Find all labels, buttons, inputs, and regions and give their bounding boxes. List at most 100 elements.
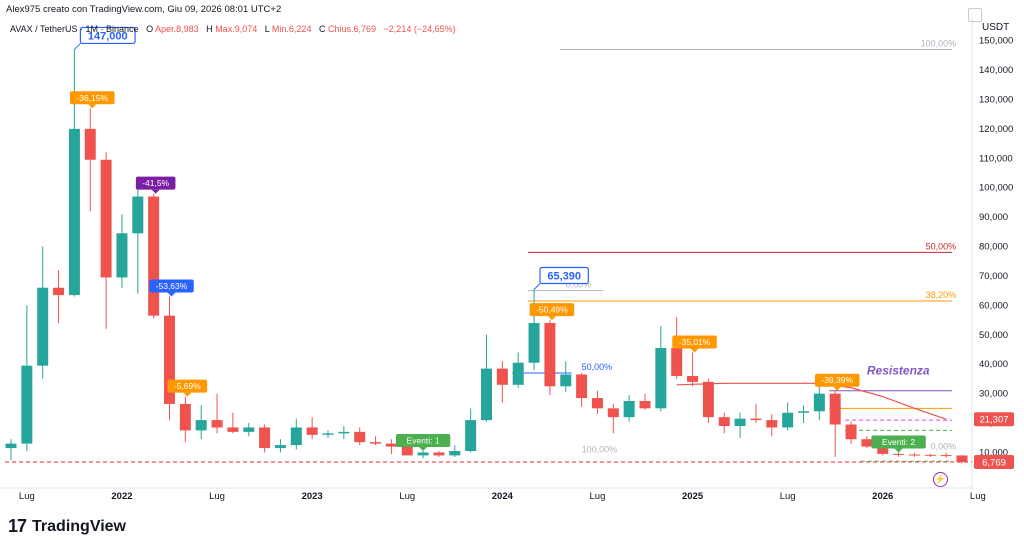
candle-body	[893, 453, 905, 455]
candle-body	[5, 443, 17, 449]
pct-41-5-box	[135, 176, 176, 190]
candle-body	[417, 452, 429, 456]
candle-body	[322, 433, 334, 435]
fib-100-top-text: 100,00%	[921, 38, 957, 48]
candle-body	[924, 454, 936, 456]
fib-100-text-2024: 100,00%	[582, 444, 618, 454]
symbol-name[interactable]: AVAX / TetherUS · 1M · Binance	[10, 24, 139, 34]
label-6769-box	[974, 454, 1014, 469]
candle-body	[623, 400, 635, 418]
events-1-box	[395, 433, 451, 447]
pct-36-15-box	[69, 91, 115, 105]
candle-body	[512, 362, 524, 385]
close-label: C	[318, 24, 326, 34]
fib-38-text: 38,20%	[926, 290, 957, 300]
candle-body	[671, 348, 683, 376]
x-tick-label: 2024	[492, 491, 514, 502]
candle-body	[481, 368, 492, 421]
resistance-text: Resistenza	[867, 363, 930, 377]
events-2: Eventi: 2	[882, 437, 915, 447]
x-tick-label: 2022	[111, 491, 132, 502]
candle-body	[861, 439, 873, 447]
close-value: Chius.6,769	[327, 24, 377, 34]
y-tick-label: 90,000	[979, 212, 1008, 223]
pct-36-15: -36,15%	[76, 93, 108, 103]
low-label: L	[264, 24, 270, 34]
candle-body	[734, 418, 746, 426]
candle-body	[179, 403, 191, 431]
x-tick-label: Lug	[209, 491, 225, 502]
y-tick-label: 40,000	[979, 359, 1008, 370]
callout-65390-box	[539, 266, 589, 285]
y-tick-label: 60,000	[979, 300, 1008, 311]
candle-body	[908, 454, 920, 456]
candle-body	[560, 374, 572, 387]
candle-body	[259, 427, 271, 449]
x-tick-label: 2023	[302, 491, 323, 502]
candle-body	[687, 375, 699, 382]
events-2-pointer	[894, 448, 903, 453]
candle-body	[306, 427, 318, 435]
callout-147000-box	[79, 26, 136, 45]
pct-53-63-pointer	[167, 292, 176, 297]
logo-mark: 17	[8, 516, 27, 536]
fib-0-text-2026: 0,00%	[931, 441, 957, 451]
gear-icon[interactable]	[968, 8, 982, 22]
candle-body	[528, 323, 540, 363]
candle-body	[845, 424, 857, 440]
candle-body	[576, 374, 588, 399]
candle-body	[449, 450, 461, 456]
candle-body	[68, 128, 80, 296]
candle-body	[385, 443, 397, 447]
header-text: Alex975 creato con TradingView.com, Giu …	[6, 4, 282, 15]
candle-body	[370, 442, 382, 444]
low-value: Min.6,224	[271, 24, 312, 34]
candle-body	[21, 365, 33, 444]
y-tick-label: 10,000	[979, 447, 1008, 458]
candle-body	[37, 287, 49, 366]
candle-body	[164, 315, 175, 404]
candle-body	[639, 400, 651, 409]
callout-65390-pointer	[533, 283, 541, 290]
y-tick-label: 130,000	[979, 94, 1013, 105]
candle-body	[877, 446, 889, 454]
candle-body	[496, 368, 508, 385]
pct-53-63: -53,63%	[156, 281, 188, 291]
fib-50-text-2024: 50,00%	[582, 362, 613, 372]
candle-body	[148, 196, 160, 316]
open-label: O	[146, 24, 154, 34]
axis-unit: USDT	[982, 22, 1010, 33]
candle-body	[354, 431, 366, 443]
x-tick-label: 2026	[872, 491, 893, 502]
pct-50-49: -50,49%	[536, 305, 568, 315]
candle-body	[243, 427, 255, 432]
x-tick-label: Lug	[970, 491, 986, 502]
x-tick-label: Lug	[399, 491, 415, 502]
fib-50-text: 50,00%	[926, 241, 957, 251]
tradingview-logo[interactable]: 17 TradingView	[8, 516, 126, 537]
callout-147000: 147,000	[88, 30, 128, 42]
candle-body	[607, 408, 619, 418]
candle-body	[782, 412, 794, 428]
candle-body	[798, 411, 809, 413]
lightning-icon[interactable]: ⚡	[933, 472, 948, 487]
pct-35-01-pointer	[690, 348, 699, 353]
candle-body	[433, 452, 445, 456]
x-tick-label: 2025	[682, 491, 704, 502]
x-tick-label: Lug	[780, 491, 796, 502]
label-6769: 6,769	[982, 457, 1006, 468]
pct-50-49-pointer	[547, 316, 556, 321]
events-2-box	[871, 435, 926, 449]
y-tick-label: 70,000	[979, 271, 1008, 282]
candle-body	[100, 159, 112, 278]
events-1-pointer	[419, 446, 428, 451]
pct-41-5: -41,5%	[142, 178, 169, 188]
label-21307-box	[974, 412, 1014, 427]
pct-5-69-box	[167, 379, 208, 393]
y-tick-label: 150,000	[979, 36, 1013, 47]
ma-line	[676, 382, 947, 420]
pct-39-39: -39,39%	[821, 375, 853, 385]
candle-body	[84, 128, 96, 160]
y-tick-label: 100,000	[979, 183, 1013, 194]
